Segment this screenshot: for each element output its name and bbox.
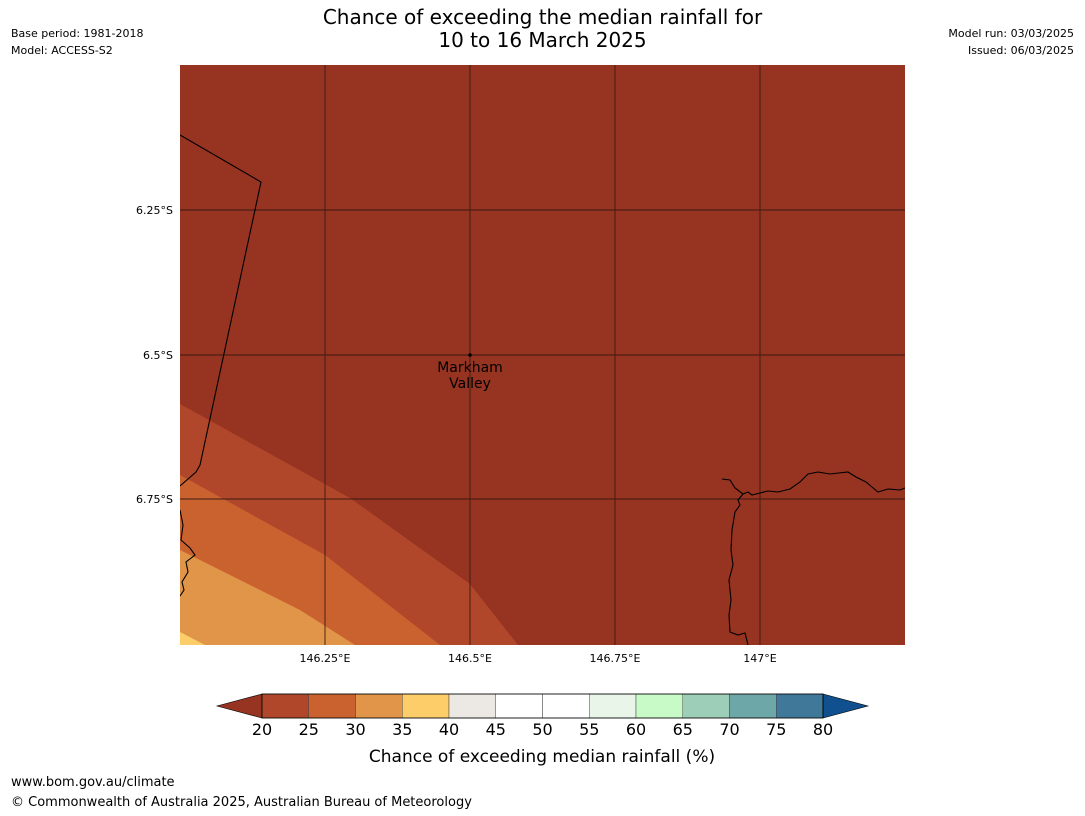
colorbar-outline	[261, 693, 824, 719]
colorbar-tick-label: 60	[626, 720, 646, 739]
footer-url[interactable]: www.bom.gov.au/climate	[11, 775, 175, 790]
colorbar-segment	[402, 693, 450, 719]
graticule	[180, 65, 905, 645]
colorbar-tick-label: 35	[392, 720, 412, 739]
meta-right: Model run: 03/03/2025 Issued: 06/03/2025	[948, 25, 1074, 59]
colorbar-tick-label: 45	[486, 720, 506, 739]
model-run: Model run: 03/03/2025	[948, 27, 1074, 40]
colorbar-tick-label: 70	[719, 720, 739, 739]
base-period: Base period: 1981-2018	[11, 27, 144, 40]
colorbar-tick-label: 50	[532, 720, 552, 739]
place-label-line-1: Markham	[437, 360, 503, 376]
colorbar-segment	[682, 693, 730, 719]
colorbar-label: Chance of exceeding median rainfall (%)	[369, 747, 715, 767]
colorbar-tick-label: 30	[345, 720, 365, 739]
rainfall-field	[180, 65, 905, 645]
model-name: Model: ACCESS-S2	[11, 44, 113, 57]
colorbar-segment	[495, 693, 543, 719]
colorbar-tick-label: 80	[813, 720, 833, 739]
colorbar-tick-label: 40	[439, 720, 459, 739]
colorbar-segment	[261, 693, 309, 719]
lat-label-6-75: 6.75°S	[136, 493, 173, 506]
coast-east-inlet	[728, 493, 749, 645]
place-label-line-2: Valley	[449, 376, 491, 392]
lon-label-147: 147°E	[743, 652, 776, 665]
colorbar-segment	[448, 693, 496, 719]
colorbar-under-arrow	[215, 693, 263, 719]
colorbar-tick-label: 55	[579, 720, 599, 739]
lon-label-146-25: 146.25°E	[300, 652, 351, 665]
lat-label-6-25: 6.25°S	[136, 204, 173, 217]
lon-label-146-5: 146.5°E	[448, 652, 492, 665]
place-marker	[468, 353, 472, 357]
issued-date: Issued: 06/03/2025	[967, 44, 1074, 57]
border-line	[180, 134, 262, 487]
footer: www.bom.gov.au/climate © Commonwealth of…	[11, 773, 472, 813]
colorbar-tick-label: 65	[673, 720, 693, 739]
colorbar-segment	[776, 693, 824, 719]
colorbar-tick-label: 25	[299, 720, 319, 739]
colorbar-tick-label: 20	[252, 720, 272, 739]
coast-northeast	[721, 471, 905, 496]
band-30-35	[180, 550, 355, 645]
coast-west	[180, 509, 196, 597]
coastline	[180, 134, 905, 645]
meta-left: Base period: 1981-2018 Model: ACCESS-S2	[11, 25, 143, 59]
colorbar-segment	[542, 693, 590, 719]
colorbar-segment	[635, 693, 683, 719]
title-line-1: Chance of exceeding the median rainfall …	[322, 5, 763, 29]
band-35-40	[180, 632, 205, 645]
lon-label-146-75: 146.75°E	[590, 652, 641, 665]
colorbar-tick-label: 75	[766, 720, 786, 739]
footer-copyright: © Commonwealth of Australia 2025, Austra…	[11, 795, 472, 810]
colorbar-over-arrow	[822, 693, 870, 719]
colorbar: 20 25 30 35 40 45 50 55 60 65 70 75 80	[215, 693, 870, 739]
colorbar-segment	[308, 693, 356, 719]
lat-label-6-5: 6.5°S	[143, 349, 173, 362]
colorbar-segment	[589, 693, 637, 719]
map-title: Chance of exceeding the median rainfall …	[0, 6, 1085, 52]
title-line-2: 10 to 16 March 2025	[438, 28, 647, 52]
colorbar-segment	[355, 693, 403, 719]
colorbar-segment	[729, 693, 777, 719]
